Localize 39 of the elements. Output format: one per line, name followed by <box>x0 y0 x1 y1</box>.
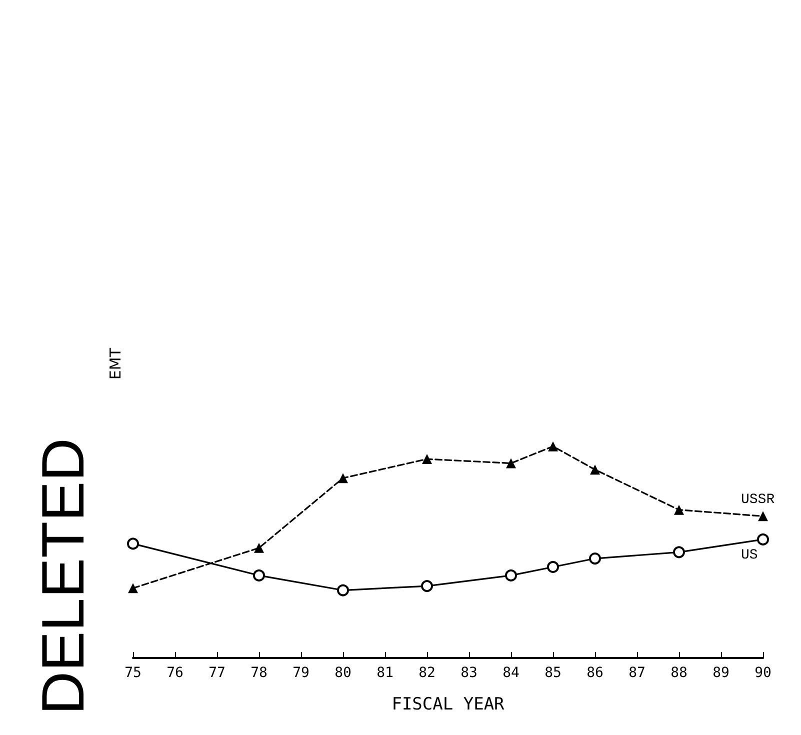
point <box>547 560 559 573</box>
point <box>506 458 516 468</box>
x-tick-label: 89 <box>712 665 730 681</box>
point <box>757 533 769 546</box>
series-label: USSR <box>741 492 776 508</box>
x-axis-title: FISCAL YEAR <box>392 694 506 714</box>
x-tick-label: 84 <box>502 665 520 681</box>
x-tick-label: 82 <box>418 665 436 681</box>
series-label: US <box>741 547 758 564</box>
x-tick-label: 81 <box>376 665 394 681</box>
point <box>128 583 138 594</box>
x-tick-label: 76 <box>166 665 184 681</box>
point <box>758 511 768 522</box>
point <box>548 441 558 452</box>
point <box>127 538 139 550</box>
point <box>253 569 265 582</box>
x-tick-label: 83 <box>460 665 478 681</box>
text: DELETED <box>30 438 96 715</box>
x-tick-label: 75 <box>124 665 142 681</box>
point <box>338 473 348 484</box>
point <box>422 454 432 464</box>
x-tick-label: 78 <box>250 665 268 681</box>
point <box>337 584 349 596</box>
point <box>589 552 601 565</box>
point <box>505 569 517 582</box>
x-tick-label: 77 <box>208 665 226 681</box>
x-tick-label: 90 <box>754 665 772 681</box>
x-tick-label: 87 <box>628 665 646 681</box>
point <box>254 542 264 553</box>
x-tick-label: 88 <box>670 665 688 681</box>
x-tick-label: 86 <box>586 665 604 681</box>
x-tick-label: 85 <box>544 665 562 681</box>
x-tick-label: 80 <box>334 665 352 681</box>
y-axis-title: EMT <box>106 347 124 380</box>
x-tick-label: 79 <box>292 665 310 681</box>
point <box>590 464 600 475</box>
point <box>421 580 433 592</box>
point <box>673 546 685 558</box>
point <box>674 504 684 515</box>
